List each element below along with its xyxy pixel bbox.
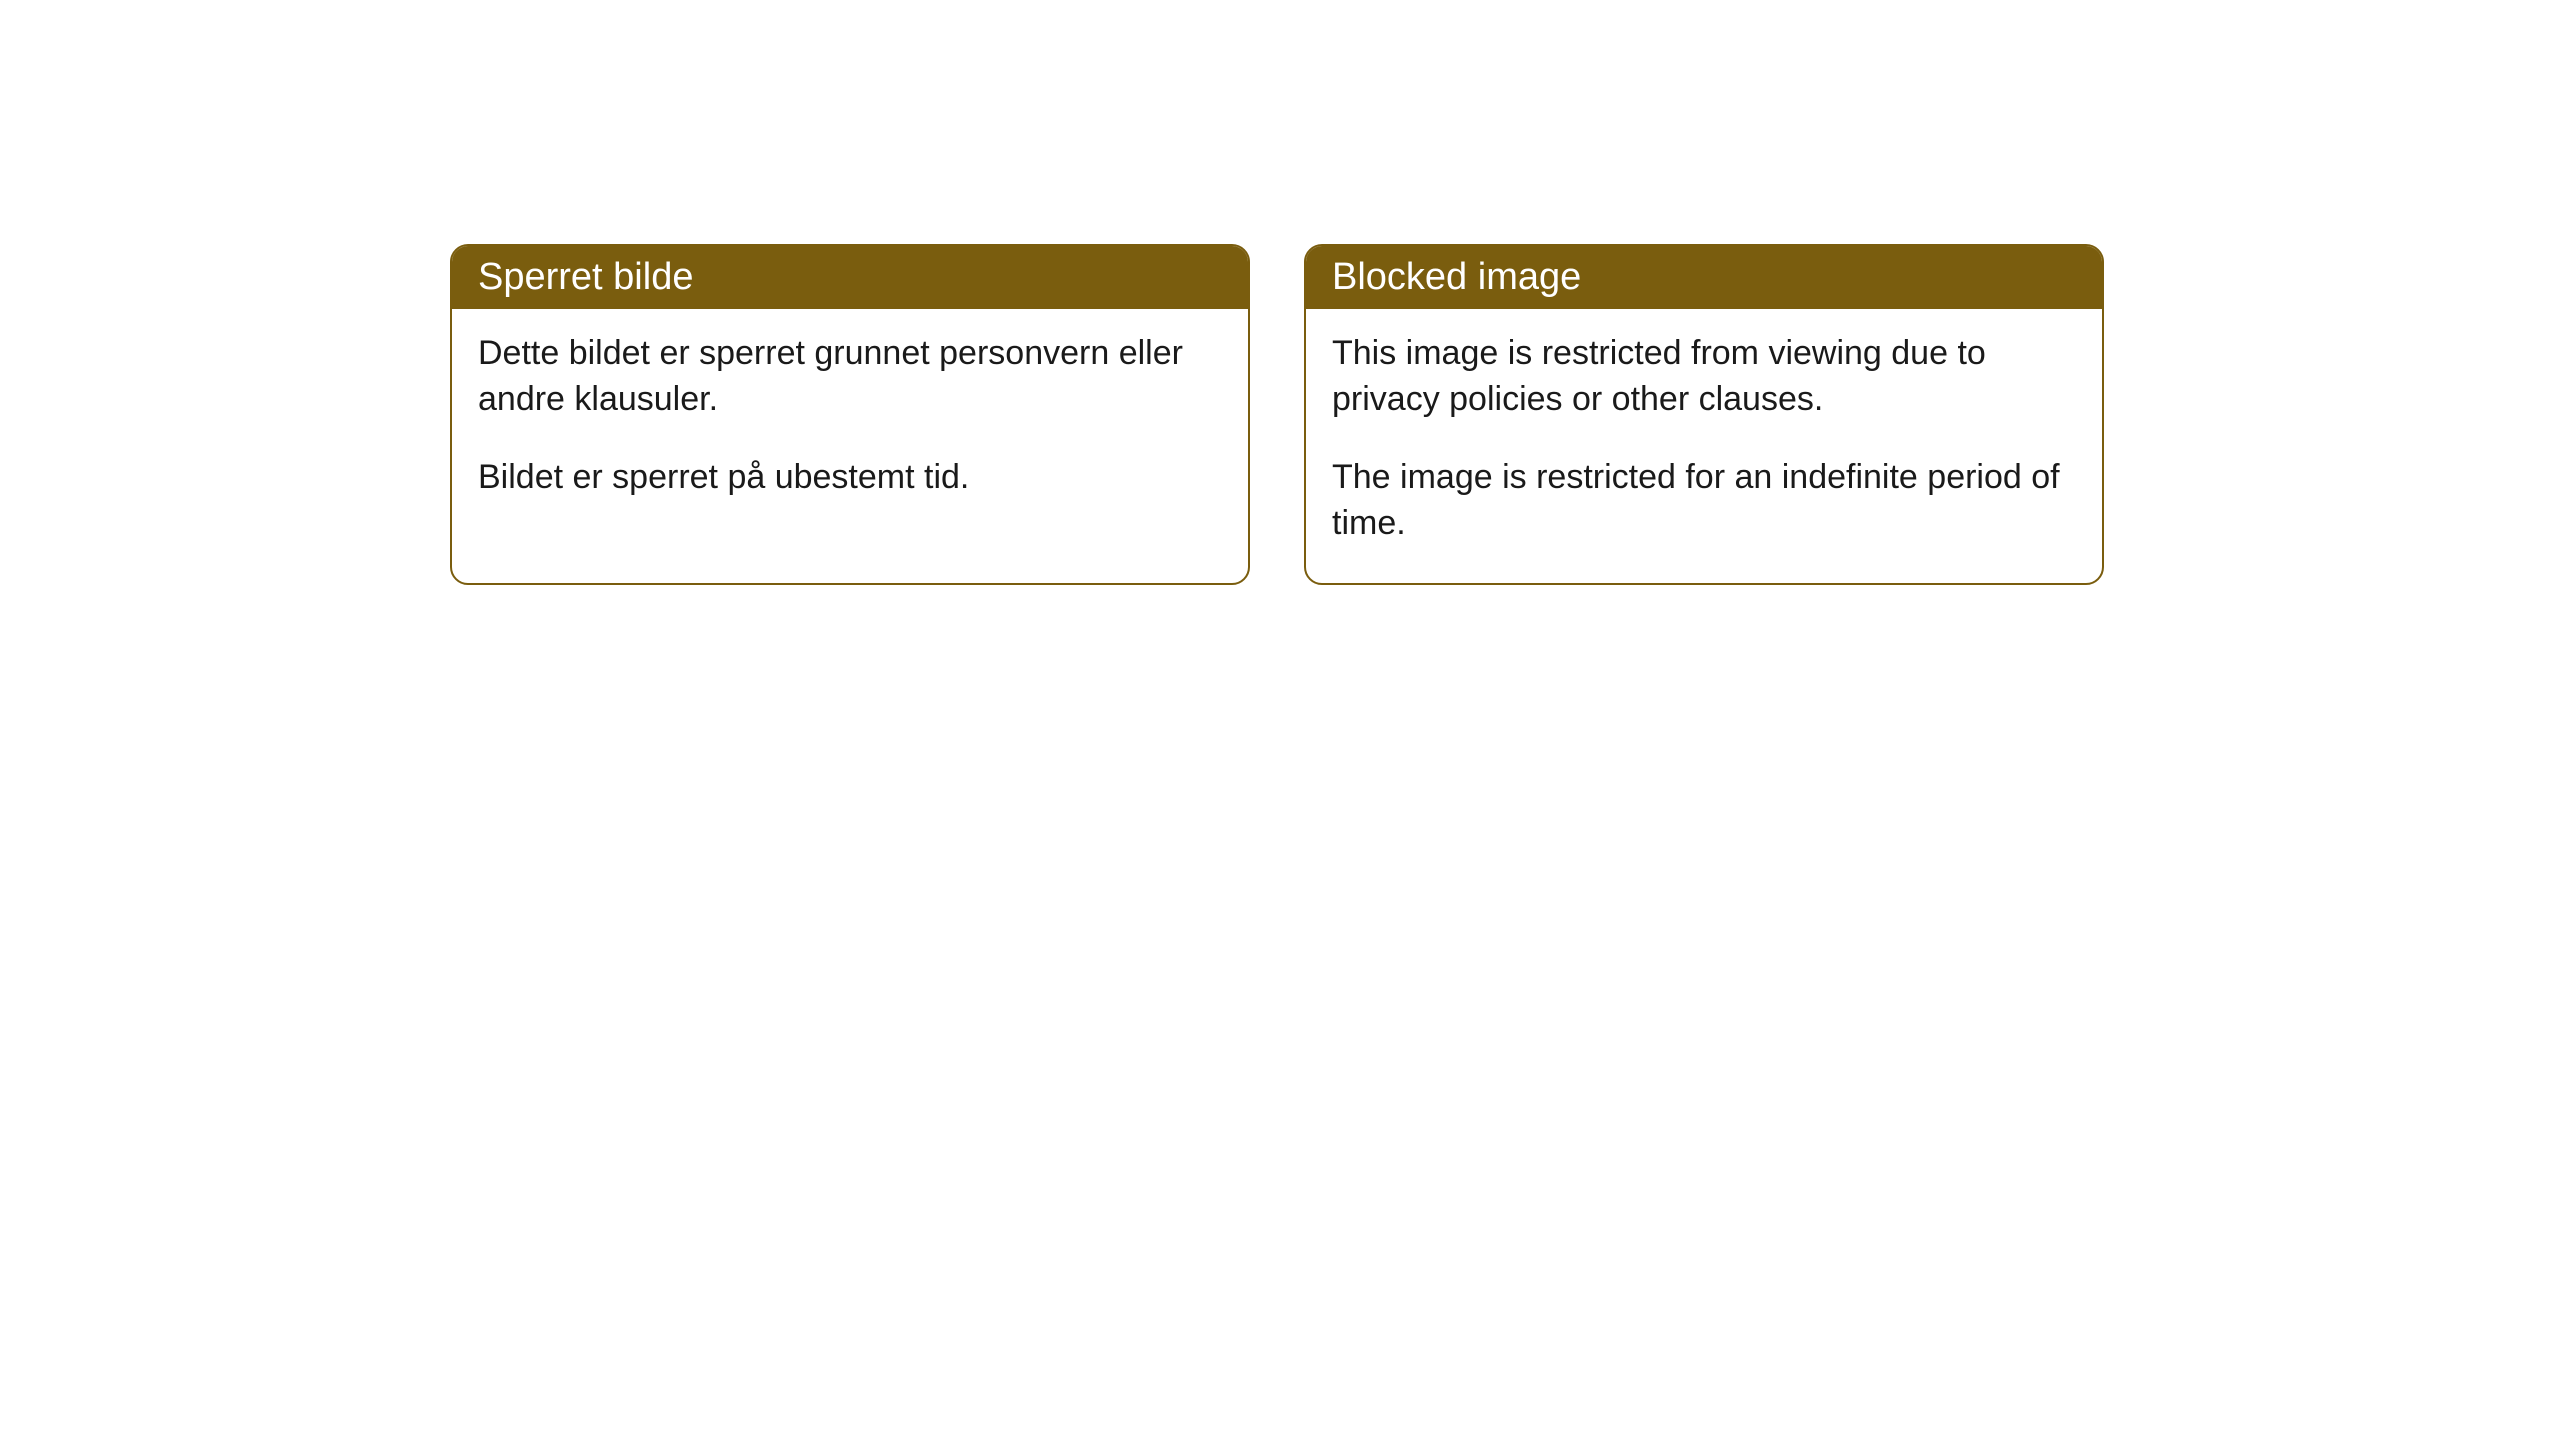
blocked-image-card-no: Sperret bilde Dette bildet er sperret gr… (450, 244, 1250, 585)
card-body-no: Dette bildet er sperret grunnet personve… (452, 309, 1248, 537)
card-header-no: Sperret bilde (452, 246, 1248, 309)
card-paragraph-en-1: This image is restricted from viewing du… (1332, 331, 2076, 423)
blocked-image-card-en: Blocked image This image is restricted f… (1304, 244, 2104, 585)
notice-cards-container: Sperret bilde Dette bildet er sperret gr… (450, 244, 2104, 585)
card-paragraph-no-2: Bildet er sperret på ubestemt tid. (478, 455, 1222, 501)
card-body-en: This image is restricted from viewing du… (1306, 309, 2102, 583)
card-title-no: Sperret bilde (478, 256, 693, 298)
card-paragraph-no-1: Dette bildet er sperret grunnet personve… (478, 331, 1222, 423)
card-header-en: Blocked image (1306, 246, 2102, 309)
card-title-en: Blocked image (1332, 256, 1581, 298)
card-paragraph-en-2: The image is restricted for an indefinit… (1332, 455, 2076, 547)
